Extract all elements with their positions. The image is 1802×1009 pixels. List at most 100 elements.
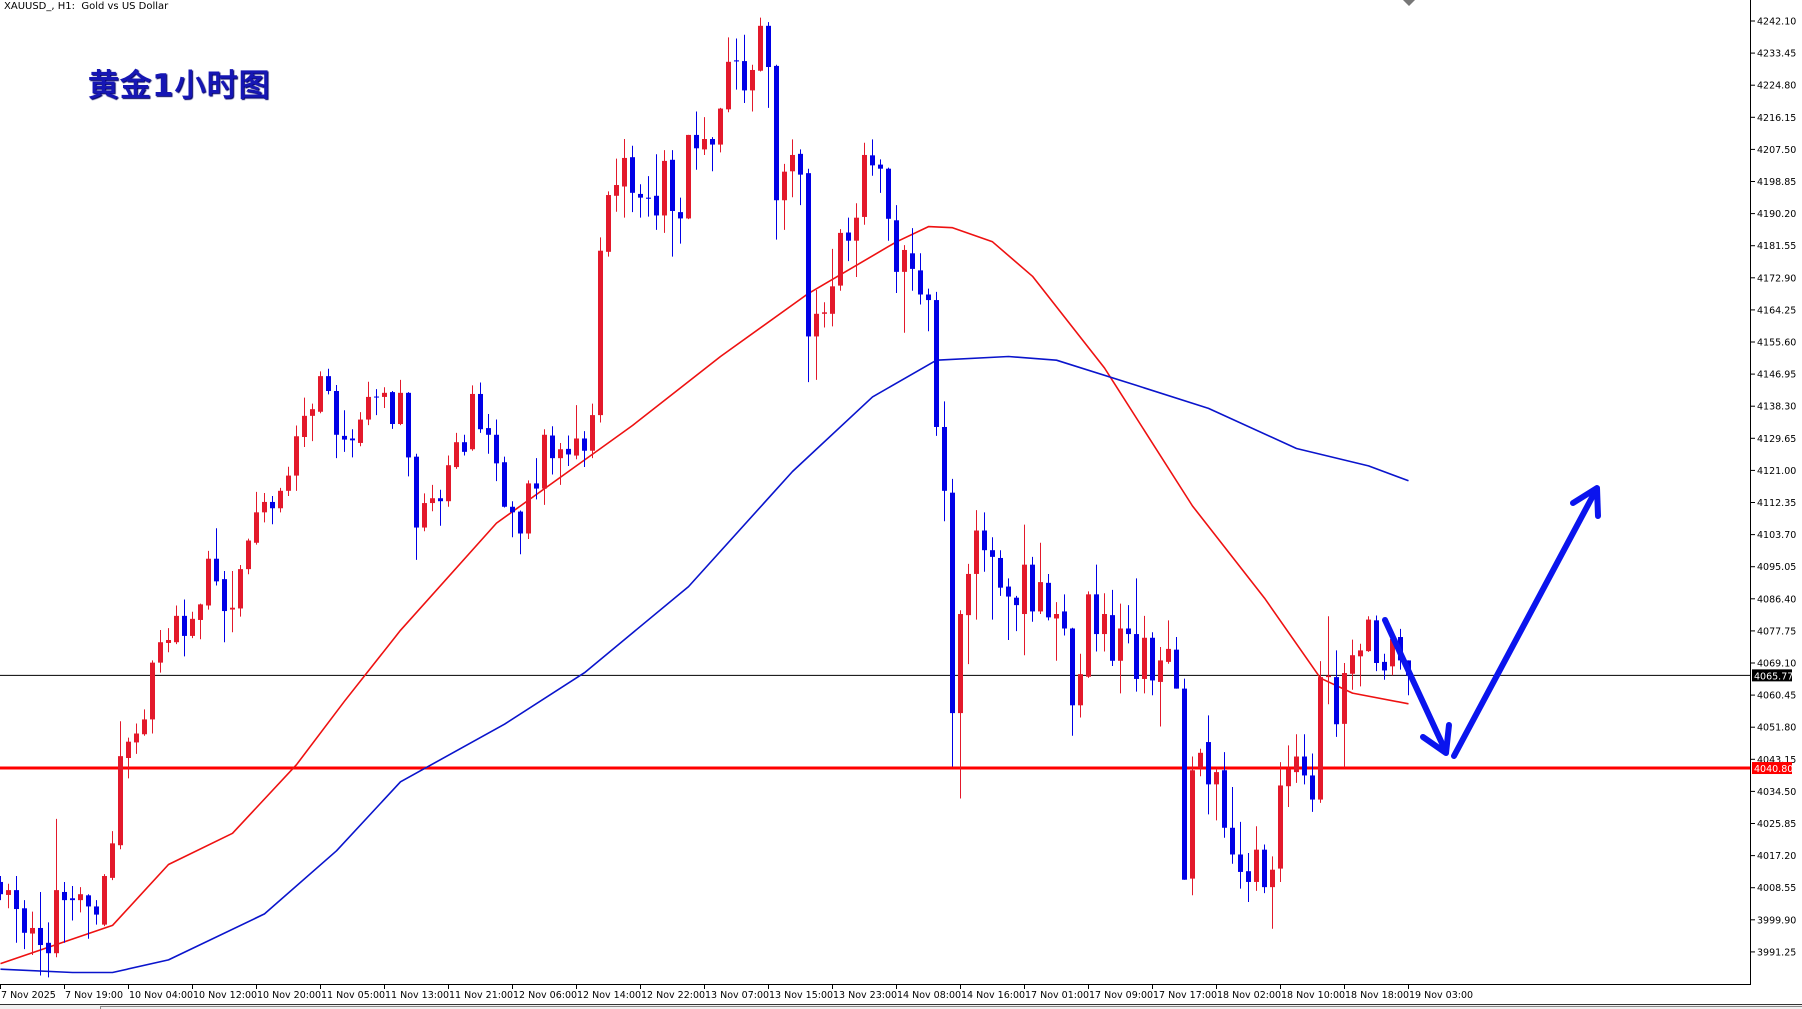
candle-body — [270, 501, 275, 509]
candle — [294, 425, 299, 491]
price-label: 4198.85 — [1757, 177, 1796, 188]
price-label: 4051.80 — [1757, 723, 1796, 734]
candle-body — [278, 490, 283, 509]
candle — [254, 491, 259, 545]
candle — [558, 442, 563, 485]
candle-body — [366, 396, 371, 420]
candle — [1070, 627, 1075, 736]
candle-body — [350, 438, 355, 441]
candle — [382, 387, 387, 409]
candle — [0, 876, 3, 901]
candle — [782, 163, 787, 230]
candle-body — [606, 195, 611, 252]
candle-body — [1094, 594, 1099, 635]
candle — [494, 419, 499, 482]
candle — [878, 159, 883, 193]
candle-body — [1342, 673, 1347, 724]
candle — [454, 432, 459, 469]
candle-body — [766, 25, 771, 68]
candle-body — [838, 232, 843, 286]
candle — [670, 150, 675, 257]
price-label: 4103.70 — [1757, 530, 1796, 541]
candle — [390, 390, 395, 429]
candle-body — [1174, 649, 1179, 689]
candle-body — [222, 579, 227, 612]
price-label: 4008.55 — [1757, 883, 1796, 894]
candle-body — [1310, 775, 1315, 800]
time-label: 11 Nov 05:00 — [321, 990, 385, 1001]
time-label: 18 Nov 02:00 — [1217, 990, 1281, 1001]
candle — [646, 176, 651, 217]
candle-body — [326, 376, 331, 391]
candle — [894, 205, 899, 294]
candle — [1166, 620, 1171, 664]
candle-body — [1238, 854, 1243, 872]
time-label: 17 Nov 09:00 — [1089, 990, 1153, 1001]
candle-body — [574, 438, 579, 456]
candle-body — [262, 501, 267, 513]
candle-body — [926, 294, 931, 301]
candle — [974, 510, 979, 620]
candle-body — [1326, 675, 1331, 678]
down-arrow-head-icon — [1420, 722, 1452, 756]
candle — [118, 721, 123, 850]
candle-body — [1246, 871, 1251, 882]
candle — [718, 107, 723, 153]
candle — [462, 434, 467, 456]
candle — [854, 203, 859, 278]
time-label: 19 Nov 03:00 — [1409, 990, 1473, 1001]
candle-body — [846, 232, 851, 241]
time-label: 12 Nov 06:00 — [513, 990, 577, 1001]
candle-body — [678, 212, 683, 219]
time-label: 13 Nov 07:00 — [705, 990, 769, 1001]
candle-body — [886, 168, 891, 219]
down-arrow-shaft — [1382, 617, 1449, 755]
candle-body — [654, 195, 659, 216]
candle — [526, 480, 531, 540]
candle-body — [1118, 628, 1123, 661]
candle — [1006, 578, 1011, 640]
candle — [142, 709, 147, 736]
candle — [1366, 616, 1371, 652]
candle — [206, 550, 211, 610]
time-label: 18 Nov 10:00 — [1281, 990, 1345, 1001]
candle-body — [30, 927, 35, 934]
candle-body — [590, 415, 595, 451]
candle-body — [1278, 785, 1283, 869]
up-arrow-shaft — [1451, 487, 1599, 759]
candle-body — [382, 392, 387, 397]
candle — [182, 599, 187, 657]
candle-body — [910, 253, 915, 269]
time-label: 7 Nov 19:00 — [65, 990, 123, 1001]
candle — [1326, 616, 1331, 705]
candle-body — [486, 428, 491, 435]
chart-shift-marker-icon[interactable] — [1403, 0, 1415, 6]
time-label: 11 Nov 21:00 — [449, 990, 513, 1001]
candle-body — [414, 456, 419, 528]
candle-body — [214, 558, 219, 582]
candle — [806, 168, 811, 383]
candle-body — [94, 906, 99, 915]
candle-body — [1046, 582, 1051, 618]
candle — [166, 628, 171, 653]
candle-body — [294, 436, 299, 476]
time-axis: 7 Nov 2025 7 Nov 19:00 10 Nov 04:00 10 Nov … — [0, 984, 1473, 1001]
price-label: 4025.85 — [1757, 819, 1796, 830]
candle-body — [1182, 688, 1187, 880]
candle — [542, 429, 547, 505]
candle — [222, 570, 227, 643]
candle — [766, 22, 771, 108]
candle — [1118, 603, 1123, 694]
candle — [1190, 756, 1195, 896]
candle-body — [238, 569, 243, 609]
candle — [1374, 615, 1379, 672]
candle-body — [542, 434, 547, 489]
price-label: 4242.10 — [1757, 17, 1796, 28]
candle — [982, 512, 987, 572]
candle — [150, 660, 155, 734]
candle — [414, 453, 419, 560]
candle-body — [430, 498, 435, 504]
candle-body — [686, 134, 691, 219]
candle — [630, 145, 635, 213]
